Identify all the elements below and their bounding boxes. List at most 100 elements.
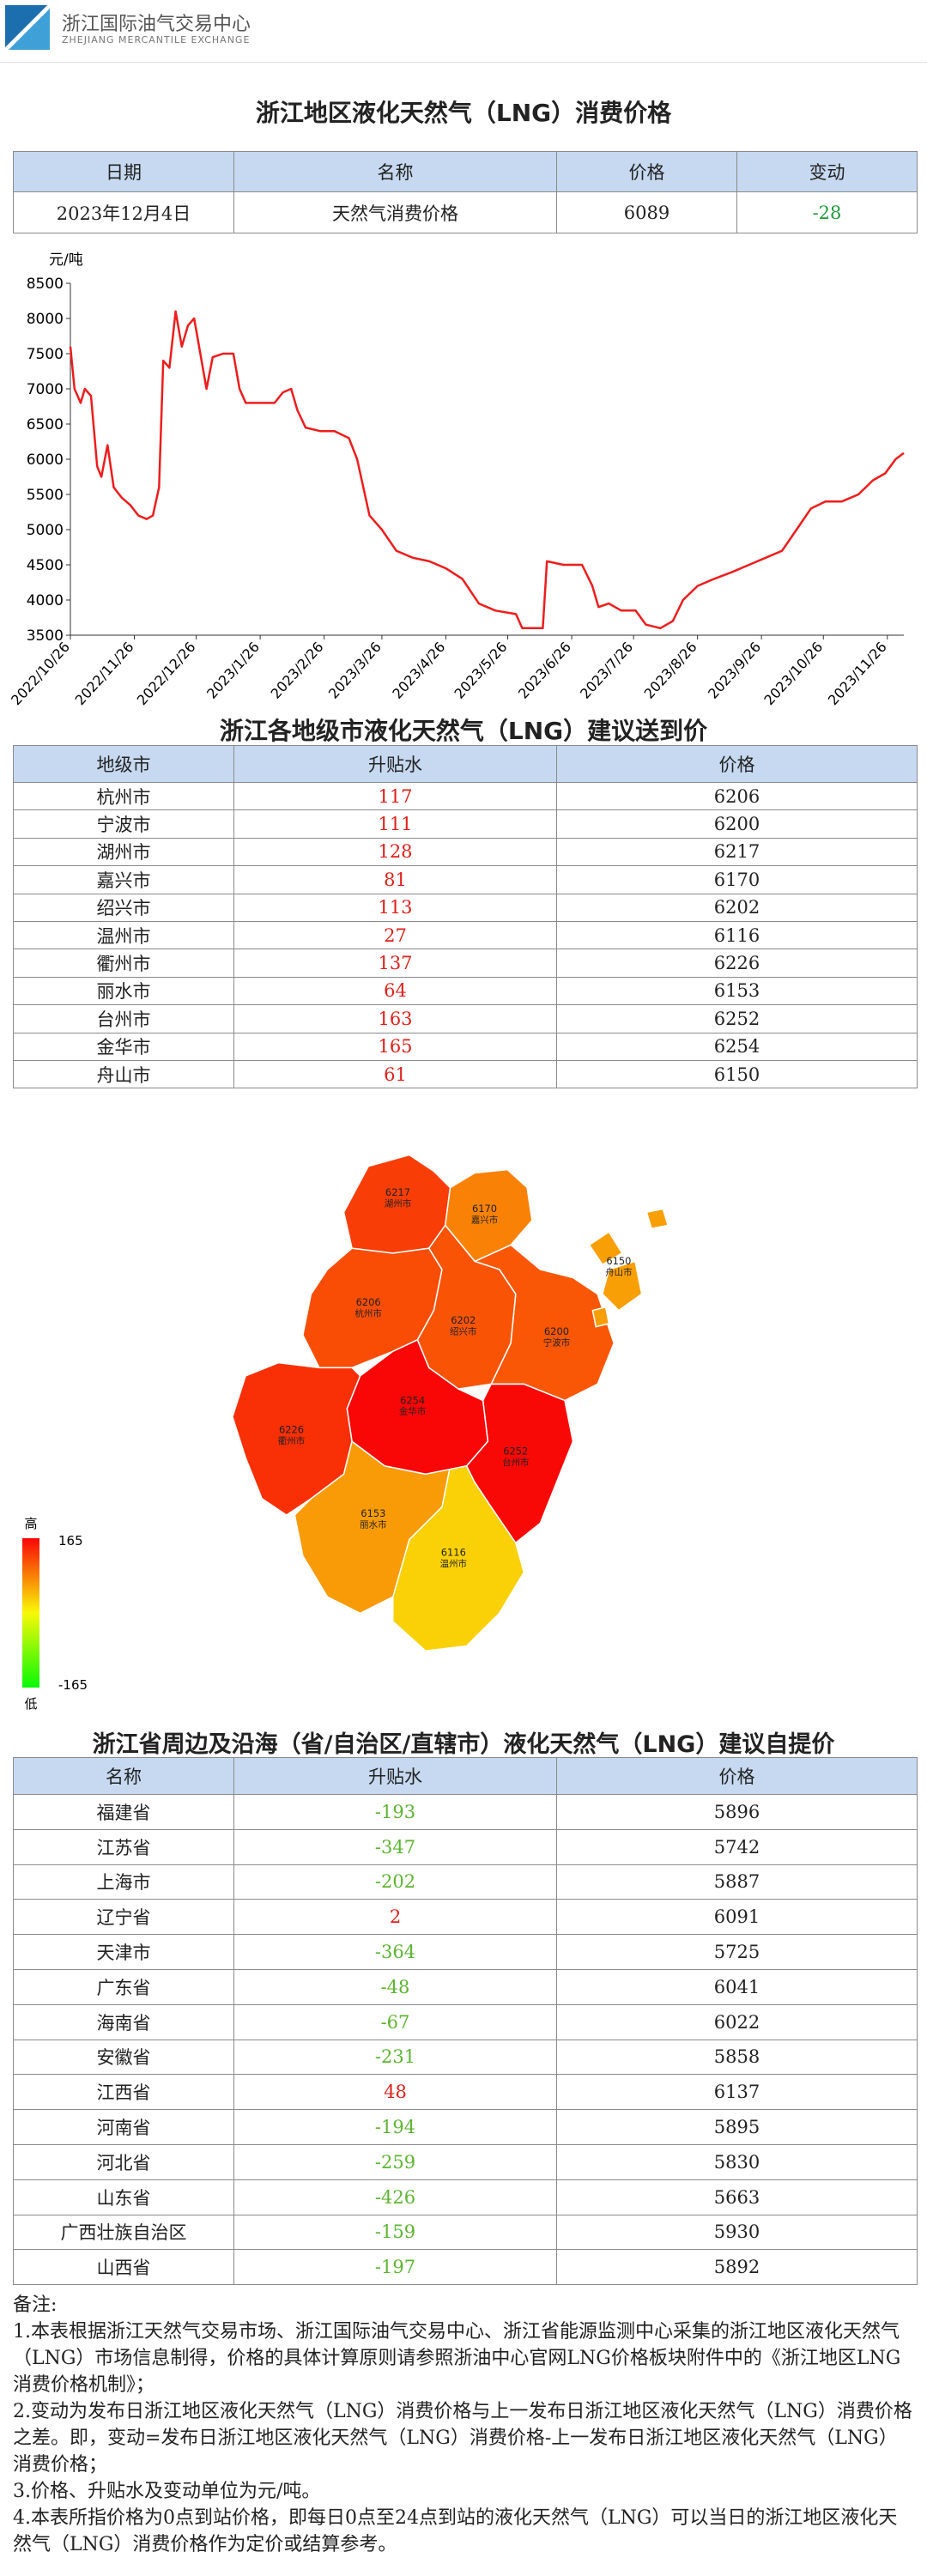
table-cell: -159: [234, 2215, 557, 2251]
table-cell: 衢州市: [13, 949, 234, 978]
table-cell: 5742: [557, 1829, 918, 1865]
table-cell: 宁波市: [13, 810, 234, 839]
table-cell: -28: [737, 192, 918, 233]
table-cell: 163: [234, 1005, 557, 1033]
legend-max: 165: [58, 1533, 83, 1549]
map-city-label: 丽水市: [360, 1518, 386, 1530]
legend-low: 低: [24, 1696, 37, 1712]
table-cell: -193: [234, 1795, 557, 1830]
x-tick-label: 2023/5/26: [451, 639, 510, 702]
table-cell: 6022: [557, 2004, 918, 2040]
map-city-label: 湖州市: [385, 1198, 411, 1209]
map-price-label: 6170: [472, 1203, 497, 1215]
table-cell: 辽宁省: [13, 1900, 234, 1936]
table-cell: 绍兴市: [13, 894, 234, 922]
table-cell: 6091: [557, 1900, 918, 1936]
y-tick-label: 8000: [27, 311, 64, 328]
city-region: [645, 1208, 670, 1230]
table-cell: 5895: [557, 2110, 918, 2145]
map-city-label: 温州市: [440, 1558, 467, 1569]
notes-title: 备注:: [13, 2294, 58, 2316]
table-cell: -364: [234, 1935, 557, 1970]
map-price-label: 6226: [279, 1424, 304, 1436]
table-cell: 137: [234, 949, 557, 978]
map-price-label: 6116: [441, 1547, 466, 1559]
map-price-label: 6254: [400, 1394, 425, 1406]
table-cell: 天然气消费价格: [234, 192, 557, 233]
table-cell: -259: [234, 2145, 557, 2180]
table-cell: 6217: [557, 838, 918, 867]
legend-bar: [22, 1538, 39, 1688]
table-cell: 6137: [557, 2075, 918, 2111]
y-tick-label: 8500: [27, 276, 64, 293]
table-cell: 128: [234, 838, 557, 867]
table-cell: 安徽省: [13, 2040, 234, 2076]
y-tick-label: 6500: [27, 416, 64, 433]
table-cell: 5892: [557, 2250, 918, 2286]
table-cell: 名称: [234, 151, 557, 192]
table-cell: 山西省: [13, 2250, 234, 2286]
table-cell: 温州市: [13, 922, 234, 950]
table-cell: 广东省: [13, 1970, 234, 2005]
table-cell: -48: [234, 1970, 557, 2005]
org-name: 浙江国际油气交易中心: [62, 14, 251, 35]
table-cell: 福建省: [13, 1795, 234, 1830]
x-tick-label: 2023/4/26: [389, 639, 448, 702]
x-tick-label: 2023/2/26: [268, 639, 327, 702]
table-cell: 6153: [557, 977, 918, 1006]
section-title: 浙江各地级市液化天然气（LNG）建议送到价: [219, 717, 708, 745]
table-cell: 6150: [557, 1061, 918, 1089]
table-cell: -231: [234, 2040, 557, 2076]
table-cell: -202: [234, 1864, 557, 1900]
y-tick-label: 4000: [27, 592, 64, 609]
table-cell: 5887: [557, 1864, 918, 1900]
table-cell: 杭州市: [13, 783, 234, 811]
table-cell: 升贴水: [234, 1757, 557, 1795]
table-cell: 2023年12月4日: [13, 192, 234, 233]
x-tick-label: 2023/3/26: [325, 639, 385, 702]
note-item: 2.变动为发布日浙江地区液化天然气（LNG）消费价格与上一发布日浙江地区液化天然…: [13, 2401, 912, 2476]
x-tick-label: 2023/11/26: [825, 639, 890, 708]
table-cell: 27: [234, 922, 557, 950]
table-cell: 64: [234, 977, 557, 1006]
table-cell: 嘉兴市: [13, 866, 234, 894]
table-cell: 金华市: [13, 1033, 234, 1061]
table-cell: 台州市: [13, 1005, 234, 1033]
table-cell: 81: [234, 866, 557, 894]
table-cell: 5663: [557, 2179, 918, 2215]
table-cell: -426: [234, 2179, 557, 2215]
map-price-label: 6217: [385, 1186, 410, 1198]
divider: [0, 62, 927, 63]
map-city-label: 绍兴市: [450, 1325, 476, 1336]
price-line: [69, 310, 905, 630]
table-cell: 丽水市: [13, 977, 234, 1006]
map-city-label: 台州市: [502, 1457, 529, 1468]
table-cell: 111: [234, 810, 557, 839]
map-city-label: 嘉兴市: [471, 1215, 498, 1226]
table-cell: 湖州市: [13, 838, 234, 867]
table-cell: 江西省: [13, 2075, 234, 2111]
table-cell: 2: [234, 1900, 557, 1936]
table-cell: 河南省: [13, 2110, 234, 2145]
table-cell: 6041: [557, 1970, 918, 2005]
city-region: [346, 1338, 489, 1476]
map-price-label: 6252: [503, 1445, 528, 1457]
table-cell: 165: [234, 1033, 557, 1061]
line-chart: 元/吨 3500 4000 4500 5000 5500 6000 6500 7000 7500 8…: [8, 252, 905, 708]
legend-high: 高: [24, 1516, 37, 1531]
table-cell: 海南省: [13, 2004, 234, 2040]
table-cell: 5830: [557, 2145, 918, 2180]
note-item: 3.价格、升贴水及变动单位为元/吨。: [13, 2481, 321, 2502]
map-price-label: 6150: [606, 1255, 631, 1267]
table-cell: 113: [234, 894, 557, 922]
table-cell: 6226: [557, 949, 918, 978]
table-cell: 山东省: [13, 2179, 234, 2215]
table-cell: 上海市: [13, 1864, 234, 1900]
table-cell: 5896: [557, 1795, 918, 1830]
table-cell: 6252: [557, 1005, 918, 1033]
y-unit: 元/吨: [49, 252, 83, 269]
table-cell: 价格: [557, 151, 737, 192]
section-title: 浙江省周边及沿海（省/自治区/直辖市）液化天然气（LNG）建议自提价: [92, 1731, 835, 1758]
